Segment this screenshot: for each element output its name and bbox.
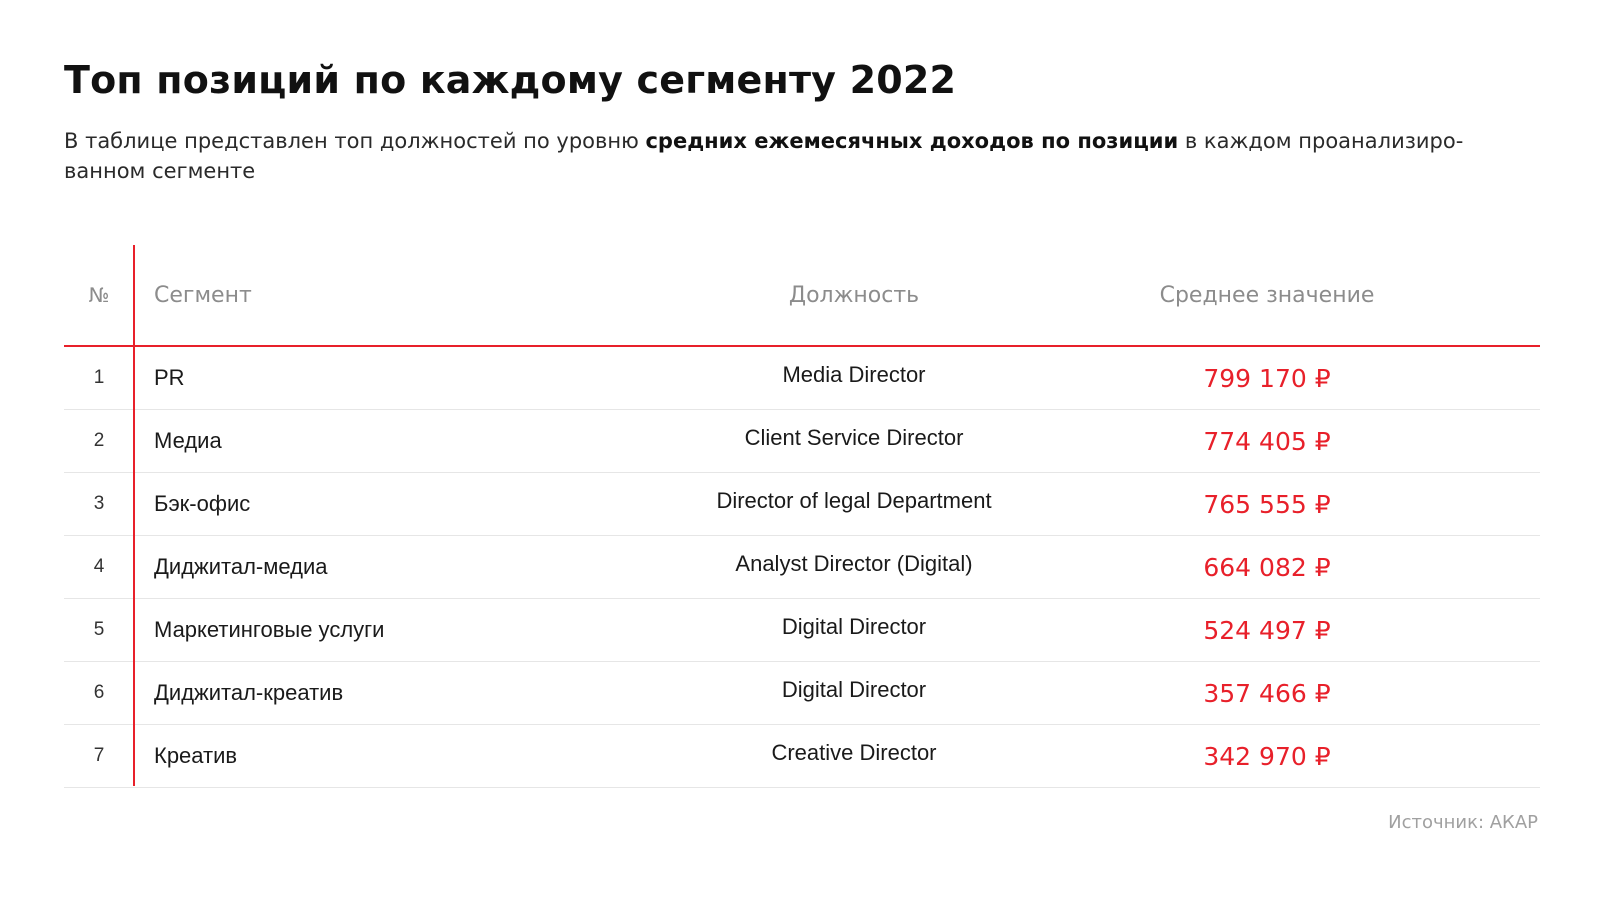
row-num: 5 bbox=[64, 598, 134, 662]
table-row: 4 Диджитал-медиа Analyst Director (Digit… bbox=[64, 532, 1540, 599]
row-value: 765 555 ₽ bbox=[1034, 472, 1540, 536]
row-value: 774 405 ₽ bbox=[1034, 409, 1540, 473]
positions-table: № Сегмент Должность Среднее значение 1 P… bbox=[64, 245, 1540, 788]
page-title: Топ позиций по каждому сегменту 2022 bbox=[64, 58, 957, 102]
row-num: 3 bbox=[64, 472, 134, 536]
row-position: Creative Director bbox=[674, 721, 1034, 785]
row-position: Analyst Director (Digital) bbox=[674, 532, 1034, 596]
table-vertical-divider bbox=[133, 245, 135, 786]
header-num: № bbox=[64, 245, 134, 347]
row-num: 6 bbox=[64, 661, 134, 725]
row-value: 524 497 ₽ bbox=[1034, 598, 1540, 662]
row-value: 664 082 ₽ bbox=[1034, 535, 1540, 599]
source-note: Источник: АКАР bbox=[1388, 812, 1538, 833]
subtitle-text-bold: средних ежемесячных доходов по позиции bbox=[645, 129, 1179, 153]
table-row: 2 Медиа Client Service Director 774 405 … bbox=[64, 406, 1540, 473]
table-row: 5 Маркетинговые услуги Digital Director … bbox=[64, 595, 1540, 662]
row-segment: Креатив bbox=[134, 724, 674, 788]
row-position: Director of legal Department bbox=[674, 469, 1034, 533]
row-segment: PR bbox=[134, 346, 674, 410]
row-position: Client Service Director bbox=[674, 406, 1034, 470]
table-header-row: № Сегмент Должность Среднее значение bbox=[64, 245, 1540, 347]
row-segment: Маркетинговые услуги bbox=[134, 598, 674, 662]
row-segment: Диджитал-креатив bbox=[134, 661, 674, 725]
row-num: 1 bbox=[64, 346, 134, 410]
positions-table-container: № Сегмент Должность Среднее значение 1 P… bbox=[64, 245, 1540, 788]
row-segment: Диджитал-медиа bbox=[134, 535, 674, 599]
subtitle-text-before: В таблице представлен топ должностей по … bbox=[64, 129, 646, 153]
table-row: 3 Бэк-офис Director of legal Department … bbox=[64, 469, 1540, 536]
header-segment: Сегмент bbox=[134, 245, 674, 347]
page-subtitle: В таблице представлен топ должностей по … bbox=[64, 126, 1524, 186]
row-position: Media Director bbox=[674, 343, 1034, 407]
row-value: 357 466 ₽ bbox=[1034, 661, 1540, 725]
row-segment: Бэк-офис bbox=[134, 472, 674, 536]
subtitle-text-after: в каждом проанализиро-ванном сегменте bbox=[64, 129, 1464, 183]
table-row: 7 Креатив Creative Director 342 970 ₽ bbox=[64, 721, 1540, 788]
row-value: 799 170 ₽ bbox=[1034, 346, 1540, 410]
row-num: 7 bbox=[64, 724, 134, 788]
row-value: 342 970 ₽ bbox=[1034, 724, 1540, 788]
table-row: 6 Диджитал-креатив Digital Director 357 … bbox=[64, 658, 1540, 725]
row-num: 2 bbox=[64, 409, 134, 473]
header-position: Должность bbox=[674, 245, 1034, 347]
row-segment: Медиа bbox=[134, 409, 674, 473]
table-row: 1 PR Media Director 799 170 ₽ bbox=[64, 343, 1540, 410]
row-position: Digital Director bbox=[674, 595, 1034, 659]
row-position: Digital Director bbox=[674, 658, 1034, 722]
header-value: Среднее значение bbox=[1034, 245, 1540, 347]
row-num: 4 bbox=[64, 535, 134, 599]
